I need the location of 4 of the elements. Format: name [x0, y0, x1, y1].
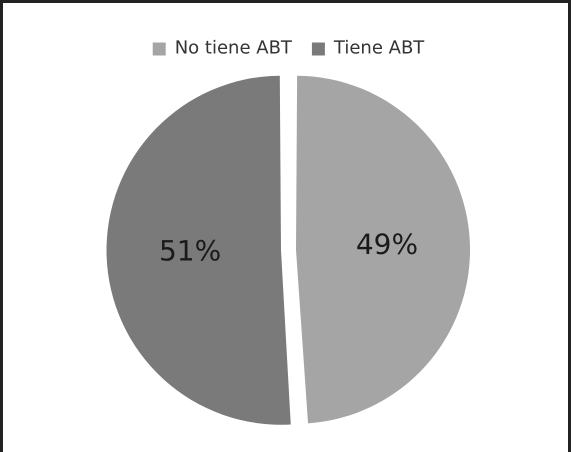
legend-label: Tiene ABT — [332, 38, 426, 59]
legend-label: No tiene ABT — [174, 38, 293, 59]
data-label: 51% — [158, 234, 222, 268]
data-label: 49% — [356, 228, 418, 262]
